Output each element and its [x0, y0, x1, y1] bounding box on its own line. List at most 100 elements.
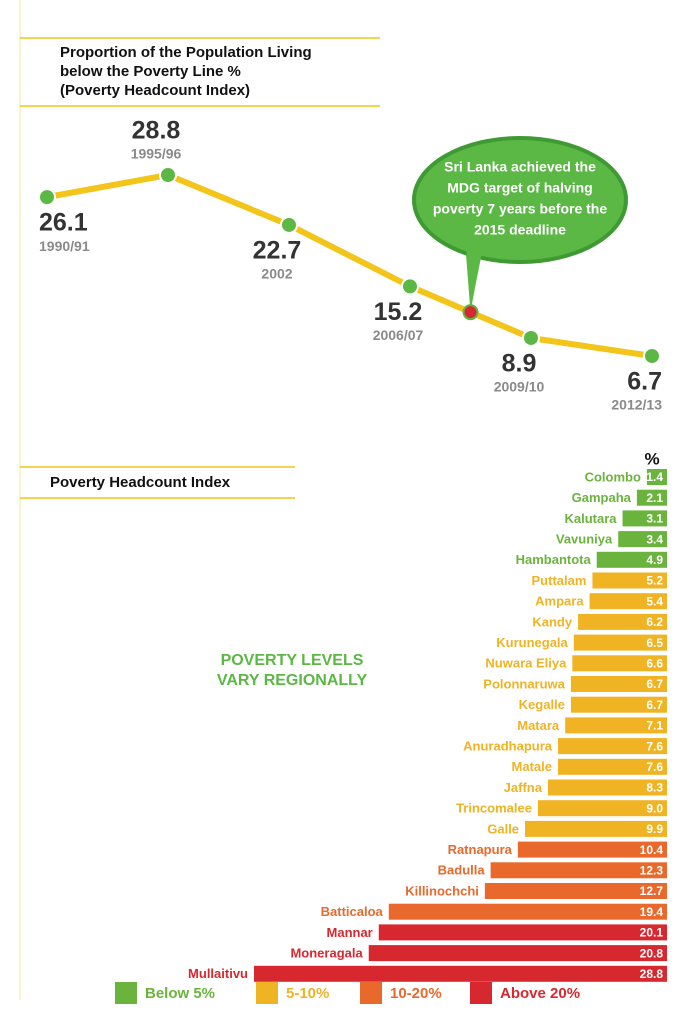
- bar: [558, 738, 667, 755]
- category-label: Hambantota: [516, 552, 592, 567]
- category-label: Vavuniya: [556, 532, 613, 547]
- category-label: Trincomalee: [456, 801, 532, 816]
- value-label: 1.4: [646, 470, 663, 484]
- value-label: 12.3: [640, 863, 664, 877]
- value-label: 20.1: [640, 926, 664, 940]
- category-label: Kandy: [532, 614, 573, 629]
- category-label: Badulla: [438, 863, 486, 878]
- value-label: 7.1: [646, 719, 663, 733]
- value-label: 9.0: [646, 801, 663, 815]
- bar: [573, 634, 667, 651]
- point: [643, 347, 661, 365]
- x-tick-label: 1995/96: [131, 146, 182, 162]
- bar: [570, 696, 667, 713]
- bar: [622, 510, 667, 527]
- legend-label: 10-20%: [390, 985, 442, 1002]
- value-label: 7.6: [646, 739, 663, 753]
- bar: [578, 613, 667, 630]
- mdg-marker: [462, 304, 479, 321]
- annotation: MDG target of halving: [447, 180, 592, 196]
- category-label: Gampaha: [572, 490, 632, 505]
- bar: [517, 841, 667, 858]
- bar: [378, 924, 667, 941]
- bar: [618, 531, 667, 548]
- bar: [525, 820, 667, 837]
- bar: [646, 469, 667, 485]
- value-label: 8.3: [646, 781, 663, 795]
- value-label: 20.8: [640, 946, 664, 960]
- point: [38, 188, 56, 207]
- category-label: Mannar: [327, 925, 373, 940]
- value-label: 22.7: [253, 237, 302, 265]
- value-label: 10.4: [640, 843, 664, 857]
- legend-swatch: [256, 982, 278, 1004]
- legend-label: 5-10%: [286, 985, 329, 1002]
- x-tick-label: 2006/07: [373, 327, 424, 343]
- value-label: 26.1: [39, 209, 88, 237]
- value-label: 4.9: [646, 553, 663, 567]
- category-label: Kegalle: [519, 697, 565, 712]
- value-label: 19.4: [640, 905, 664, 919]
- category-label: Anuradhapura: [463, 739, 553, 754]
- bar: [254, 965, 667, 982]
- value-label: 6.6: [646, 656, 663, 670]
- category-label: Galle: [487, 821, 519, 836]
- note: POVERTY LEVELS: [221, 652, 364, 669]
- chart-title: below the Poverty Line %: [60, 63, 241, 80]
- category-label: Jaffna: [504, 780, 543, 795]
- category-label: Colombo: [585, 469, 641, 484]
- value-label: 6.2: [646, 615, 663, 629]
- category-label: Kurunegala: [496, 635, 568, 650]
- chart-title: Proportion of the Population Living: [60, 44, 312, 61]
- category-label: Puttalam: [532, 573, 587, 588]
- bar: [484, 883, 667, 899]
- line: [46, 172, 653, 359]
- bar: [572, 655, 667, 672]
- x-tick-label: 2002: [261, 266, 292, 282]
- value-label: 5.4: [646, 594, 663, 608]
- category-label: Mullaitivu: [188, 966, 248, 981]
- bar: [589, 593, 667, 610]
- value-label: 2.1: [646, 491, 663, 505]
- point: [522, 328, 540, 347]
- chart-title: (Poverty Headcount Index): [60, 82, 250, 99]
- bar: [565, 717, 667, 734]
- category-label: Nuwara Eliya: [485, 656, 567, 671]
- callout: [412, 136, 628, 264]
- bar: [490, 862, 667, 879]
- category-label: Matara: [517, 718, 560, 733]
- x-tick-label: 1990/91: [39, 238, 90, 254]
- category-label: Killinochchi: [405, 883, 479, 898]
- value-label: 12.7: [640, 884, 664, 898]
- bar: [537, 800, 667, 817]
- point: [401, 277, 419, 296]
- point: [159, 166, 177, 184]
- legend-label: Above 20%: [500, 985, 580, 1002]
- value-label: 6.5: [646, 636, 663, 650]
- callout-tail: [466, 250, 483, 311]
- value-label: 28.8: [640, 967, 664, 981]
- annotation: poverty 7 years before the: [433, 201, 608, 217]
- legend-swatch: [115, 982, 137, 1004]
- value-label: 9.9: [646, 822, 663, 836]
- category-label: Polonnaruwa: [483, 676, 565, 691]
- category-label: Kalutara: [565, 511, 618, 526]
- annotation: Sri Lanka achieved the: [444, 159, 596, 175]
- unit-label: %: [644, 449, 659, 468]
- value-label: 6.7: [646, 677, 663, 691]
- annotation: 2015 deadline: [474, 222, 566, 238]
- bar: [636, 489, 667, 506]
- x-tick-label: 2009/10: [494, 379, 545, 395]
- category-label: Ampara: [535, 594, 584, 609]
- value-label: 6.7: [627, 368, 662, 396]
- chart-title: Poverty Headcount Index: [50, 474, 231, 491]
- value-label: 3.4: [646, 532, 663, 546]
- value-label: 8.9: [502, 350, 537, 378]
- bar: [592, 572, 667, 589]
- note: VARY REGIONALLY: [217, 672, 368, 689]
- value-label: 3.1: [646, 512, 663, 526]
- category-label: Moneragala: [290, 946, 363, 961]
- x-tick-label: 2012/13: [611, 397, 662, 413]
- bar: [368, 945, 667, 962]
